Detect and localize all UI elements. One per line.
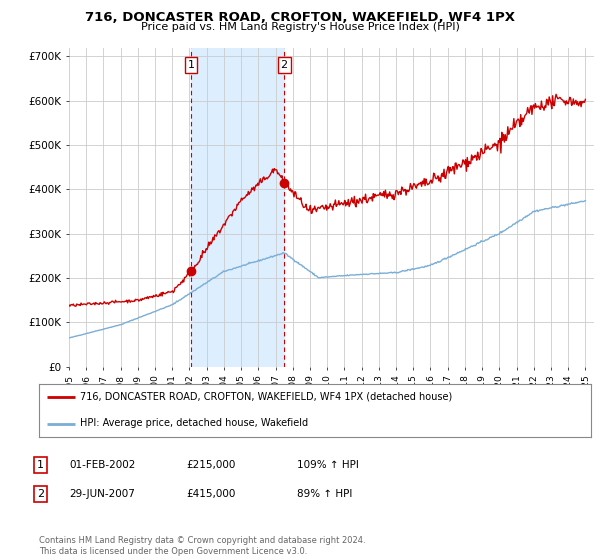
Text: 2: 2 bbox=[281, 60, 288, 70]
Text: 716, DONCASTER ROAD, CROFTON, WAKEFIELD, WF4 1PX: 716, DONCASTER ROAD, CROFTON, WAKEFIELD,… bbox=[85, 11, 515, 24]
Text: £215,000: £215,000 bbox=[186, 460, 235, 470]
Text: Price paid vs. HM Land Registry's House Price Index (HPI): Price paid vs. HM Land Registry's House … bbox=[140, 22, 460, 32]
Text: 01-FEB-2002: 01-FEB-2002 bbox=[69, 460, 136, 470]
Text: 1: 1 bbox=[187, 60, 194, 70]
Text: £415,000: £415,000 bbox=[186, 489, 235, 499]
Text: 109% ↑ HPI: 109% ↑ HPI bbox=[297, 460, 359, 470]
Text: HPI: Average price, detached house, Wakefield: HPI: Average price, detached house, Wake… bbox=[80, 418, 308, 428]
Text: 89% ↑ HPI: 89% ↑ HPI bbox=[297, 489, 352, 499]
Bar bbox=[586, 48, 594, 367]
Text: 29-JUN-2007: 29-JUN-2007 bbox=[69, 489, 135, 499]
Text: 1: 1 bbox=[37, 460, 44, 470]
Text: 716, DONCASTER ROAD, CROFTON, WAKEFIELD, WF4 1PX (detached house): 716, DONCASTER ROAD, CROFTON, WAKEFIELD,… bbox=[80, 392, 452, 402]
Text: 2: 2 bbox=[37, 489, 44, 499]
Bar bbox=[191, 48, 284, 367]
Text: Contains HM Land Registry data © Crown copyright and database right 2024.
This d: Contains HM Land Registry data © Crown c… bbox=[39, 536, 365, 556]
